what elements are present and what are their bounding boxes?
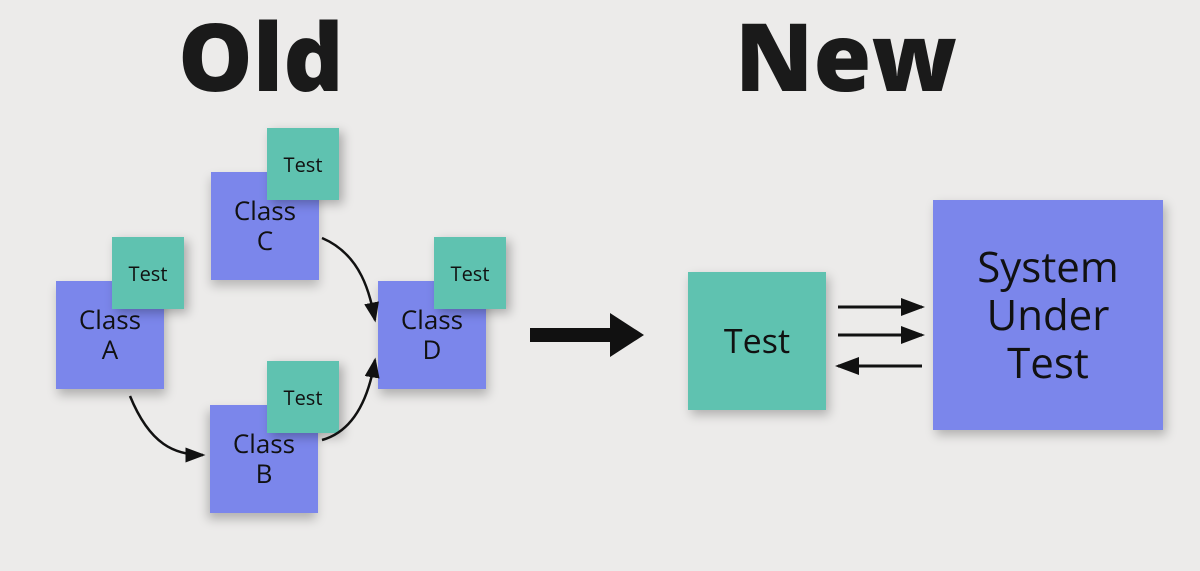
note-new-test: Test [688,272,826,410]
heading-old: Old [178,8,344,102]
note-class-b-test: Test [267,361,339,433]
note-sut: SystemUnderTest [933,200,1163,430]
heading-new-text: New [735,0,957,119]
note-new-test-label: Test [718,317,796,364]
note-class-b-label: ClassB [227,425,301,493]
note-class-d-label: ClassD [395,301,469,369]
curve-c-to-d [322,238,375,320]
diagram-stage: Old New ClassA Test ClassC Test ClassB T… [0,0,1200,571]
note-sut-label: SystemUnderTest [971,239,1125,392]
note-class-d-test-label: Test [445,258,496,289]
heading-new: New [735,8,957,102]
heading-old-text: Old [178,0,344,119]
note-class-a-test: Test [112,237,184,309]
curve-a-to-b [130,396,203,455]
note-class-b-test-label: Test [278,382,329,413]
note-class-c-test-label: Test [278,149,329,180]
transition-arrow-icon [530,313,644,357]
transition-arrow [530,313,644,357]
note-class-a-test-label: Test [123,258,174,289]
note-class-a-label: ClassA [73,301,147,369]
note-class-c-label: ClassC [228,192,302,260]
note-class-c-test: Test [267,128,339,200]
new-interaction-arrows [838,307,922,366]
note-class-d-test: Test [434,237,506,309]
